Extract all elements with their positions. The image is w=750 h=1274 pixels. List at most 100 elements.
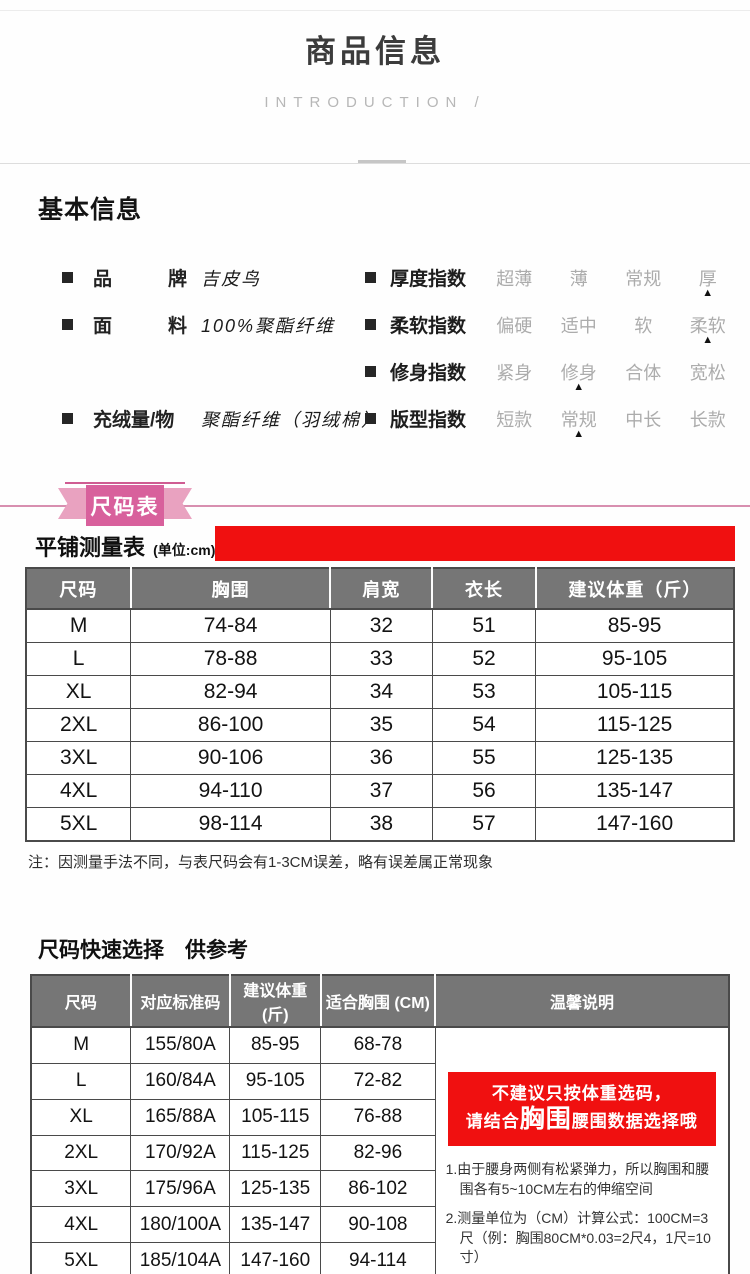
column-header: 肩宽 — [329, 568, 433, 610]
index-option: 软 — [634, 315, 653, 336]
index-list: 厚度指数 超薄 薄 常规 厚 ▲ 柔软指数 偏硬 适中 软 柔软 ▲ 修身指数 紧身 修身 ▲ 合体 宽松 版型指数… — [352, 254, 750, 442]
table-cell: 94-110 — [130, 774, 331, 808]
table-row: 5XL 185/104A 147-160 94-114 — [30, 1242, 729, 1274]
table-cell: 4XL — [25, 774, 132, 808]
table-row: 2XL 86-100 35 54 115-125 — [25, 708, 735, 742]
table-cell: XL — [30, 1098, 132, 1136]
table-cell: 74-84 — [130, 608, 331, 643]
table-row: L 160/84A 95-105 72-82 — [30, 1062, 729, 1100]
column-header: 尺码 — [31, 975, 131, 1028]
flat-measure-table: 尺码 胸围 肩宽 衣长 建议体重（斤） M 74-84 32 51 85-95 L 78-88 33 52… — [25, 567, 735, 842]
table-cell: 86-102 — [320, 1170, 436, 1208]
attribute-row: 充绒量/物 聚酯纤维（羽绒棉） — [62, 395, 379, 442]
divider-line — [0, 163, 750, 164]
table-cell: 170/92A — [130, 1134, 231, 1172]
attribute-label-char: 面 — [93, 316, 113, 337]
warm-note-item: 1.由于腰身两侧有松紧弹力，所以胸围和腰围各有5~10CM左右的伸缩空间 — [445, 1161, 710, 1197]
table-cell: 160/84A — [130, 1062, 231, 1100]
table-cell: 82-94 — [130, 675, 331, 709]
basic-info-grid: 品牌吉皮鸟面料 100%聚酯纤维 充绒量/物 聚酯纤维（羽绒棉） 厚度指数 超薄薄常规厚… — [0, 254, 750, 442]
table-cell: 51 — [431, 608, 537, 643]
warm-notes: 1.由于腰身两侧有松紧弹力，所以胸围和腰围各有5~10CM左右的伸缩空间 2.测量… — [446, 1160, 720, 1268]
table-cell: 95-105 — [535, 642, 735, 676]
index-option: 中长 — [625, 409, 662, 430]
table-cell: 5XL — [30, 1242, 132, 1274]
index-row: 版型指数 短款 常规 ▲ 中长 长款 — [365, 395, 740, 442]
table-row: M 74-84 32 51 85-95 — [25, 608, 735, 643]
warm-note-cell: 不建议只按体重选码， 请结合胸围腰围数据选择哦 1.由于腰身两侧有松紧弹力，所以胸围… — [434, 1026, 730, 1274]
table-cell: 165/88A — [130, 1098, 231, 1136]
index-options: 紧身 修身 ▲ 合体 宽松 — [482, 359, 740, 393]
table-cell: 55 — [431, 741, 537, 775]
table-cell: 4XL — [30, 1206, 132, 1244]
index-option: 长款 — [689, 409, 726, 430]
table-row: 2XL 170/92A 115-125 82-96 — [30, 1134, 729, 1172]
index-option: 适中 — [560, 315, 597, 336]
index-option: 柔软 ▲ — [689, 315, 726, 346]
table-row: 5XL 98-114 38 57 147-160 — [25, 807, 735, 842]
column-header: 胸围 — [129, 568, 331, 610]
attribute-value: 聚酯纤维（羽绒棉） — [201, 409, 381, 430]
table-cell: 147-160 — [535, 807, 735, 842]
table-cell: M — [30, 1026, 132, 1064]
attribute-value: 吉皮鸟 — [201, 268, 261, 289]
index-option: 短款 — [496, 409, 533, 430]
table-cell: 36 — [329, 741, 433, 775]
quick-select-heading: 尺码快速选择 供参考 — [38, 939, 248, 962]
table-cell: 2XL — [30, 1134, 132, 1172]
bullet-square-icon — [365, 319, 376, 330]
column-header: 建议体重 (斤) — [228, 975, 321, 1028]
bullet-square-icon — [365, 366, 376, 377]
index-option: 超薄 — [496, 268, 533, 289]
warm-note-item: 2.测量单位为（CM）计算公式：100CM=3尺（例：胸围80CM*0.03=2… — [445, 1210, 711, 1266]
attribute-row: 品牌吉皮鸟 — [62, 254, 352, 301]
table-cell: 185/104A — [130, 1242, 231, 1274]
table-cell: 57 — [431, 807, 537, 842]
attribute-list: 品牌吉皮鸟面料 100%聚酯纤维 充绒量/物 聚酯纤维（羽绒棉） — [0, 254, 379, 442]
table-row: L 78-88 33 52 95-105 — [25, 642, 735, 676]
index-selected-arrow-icon: ▲ — [573, 427, 585, 440]
table-cell: 105-115 — [229, 1098, 322, 1136]
table-cell: 82-96 — [320, 1134, 436, 1172]
index-label: 修身指数 — [390, 363, 467, 384]
index-option: 薄 — [569, 268, 588, 289]
column-header: 衣长 — [431, 568, 536, 610]
table-cell: 34 — [329, 675, 433, 709]
attribute-row: 面料 100%聚酯纤维 — [62, 301, 352, 348]
index-option: 合体 — [625, 362, 662, 383]
index-row: 修身指数 紧身 修身 ▲ 合体 宽松 — [365, 348, 740, 395]
table-cell: 94-114 — [320, 1242, 436, 1274]
table-cell: 90-108 — [320, 1206, 436, 1244]
top-divider — [0, 10, 750, 11]
table-cell: 54 — [431, 708, 537, 742]
attribute-label-char: 品 — [93, 269, 113, 290]
table-cell: 85-95 — [229, 1026, 322, 1064]
table-cell: 85-95 — [535, 608, 735, 643]
table-cell: 38 — [329, 807, 433, 842]
attribute-label: 面料 — [93, 311, 187, 338]
size-chart-band: 尺码表 — [0, 480, 750, 526]
table-cell: 72-82 — [320, 1062, 436, 1100]
table-row: 4XL 94-110 37 56 135-147 — [25, 774, 735, 808]
index-option: 偏硬 — [496, 315, 533, 336]
table-row: 3XL 175/96A 125-135 86-102 — [30, 1170, 729, 1208]
table-cell: 125-135 — [229, 1170, 322, 1208]
warning-line-1: 不建议只按体重选码， — [491, 1084, 672, 1103]
column-header: 适合胸围 (CM) — [319, 975, 436, 1028]
table-cell: 98-114 — [130, 807, 331, 842]
index-options: 短款 常规 ▲ 中长 长款 — [482, 406, 740, 440]
table-cell: 155/80A — [130, 1026, 231, 1064]
section-divider — [0, 159, 750, 164]
attribute-label: 品牌 — [93, 264, 187, 291]
ribbon-label: 尺码表 — [86, 485, 164, 526]
warning-text-emphasis: 胸围 — [519, 1105, 572, 1133]
measure-title-text: 平铺测量表 — [35, 535, 146, 560]
index-label: 厚度指数 — [390, 269, 467, 290]
warning-box: 不建议只按体重选码， 请结合胸围腰围数据选择哦 — [447, 1072, 716, 1146]
divider-notch — [358, 160, 406, 163]
table-cell: XL — [25, 675, 132, 709]
table-cell: 105-115 — [535, 675, 735, 709]
table-cell: 180/100A — [130, 1206, 231, 1244]
table-cell: 115-125 — [535, 708, 735, 742]
table-cell: M — [25, 608, 132, 643]
